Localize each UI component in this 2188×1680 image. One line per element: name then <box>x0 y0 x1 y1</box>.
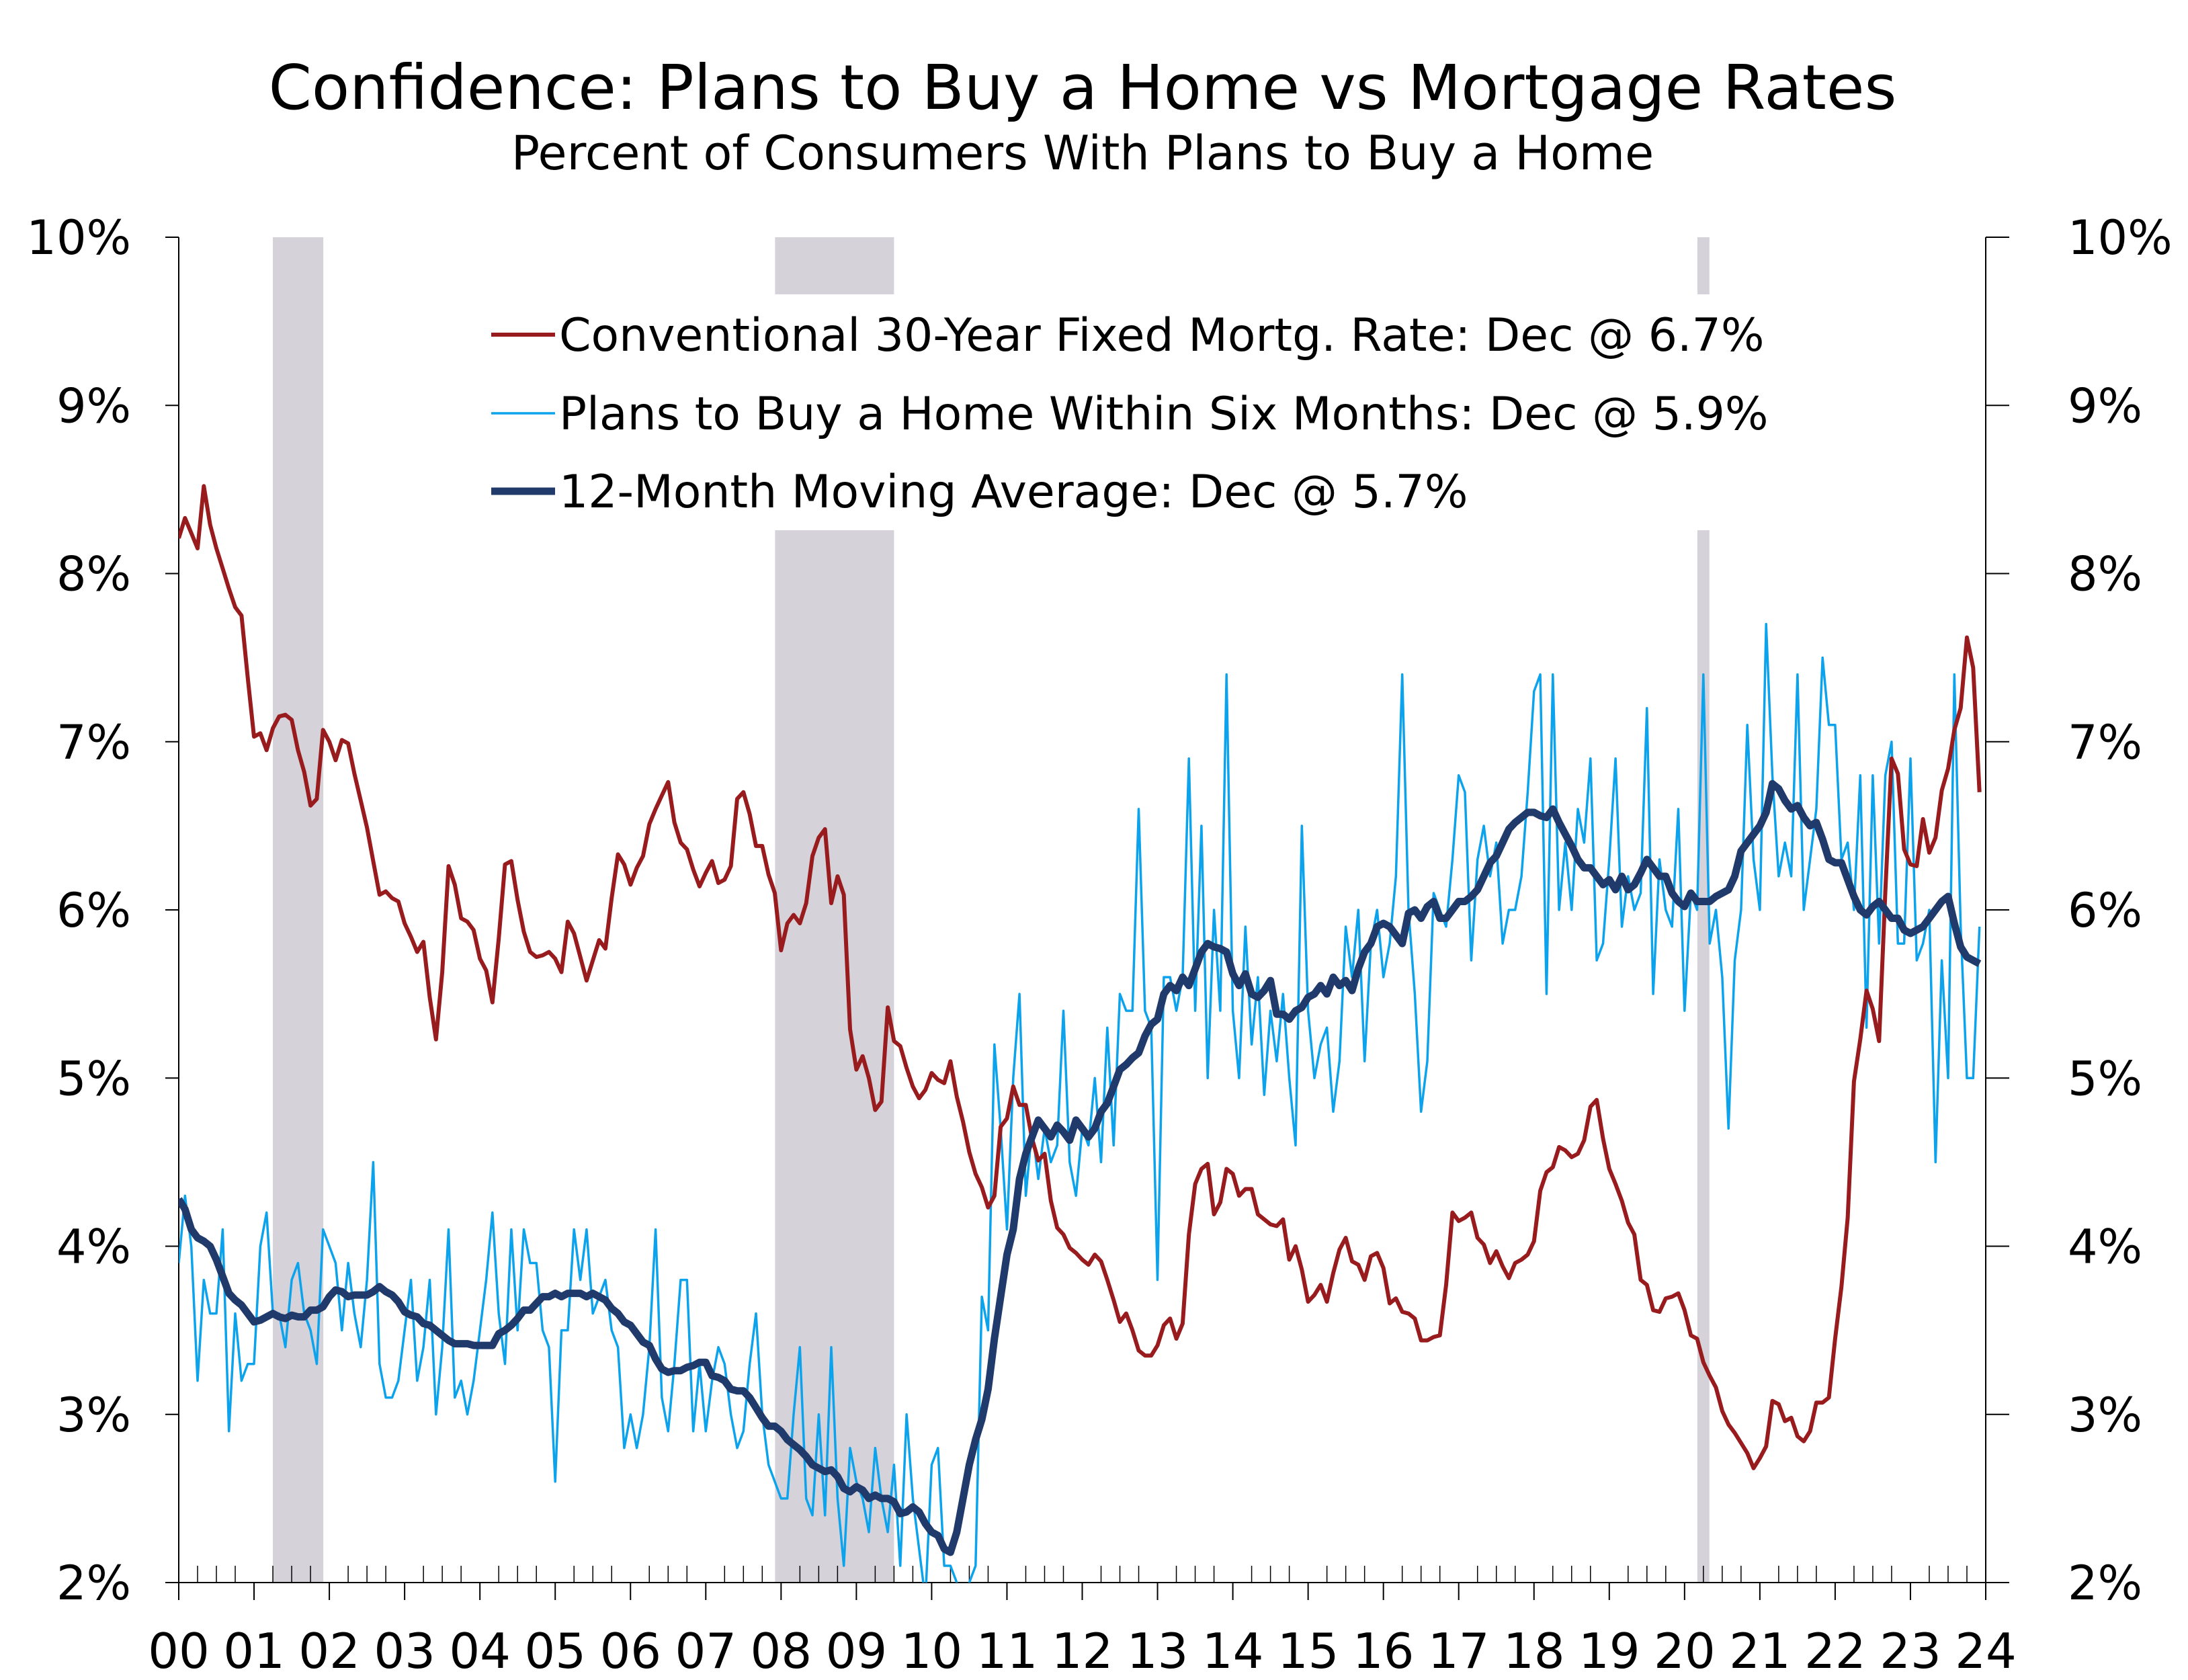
left-y-tick-label: 3% <box>56 1388 131 1443</box>
right-y-tick-label: 9% <box>2068 378 2142 433</box>
x-tick-label: 12 <box>1052 1623 1113 1679</box>
legend-label-mortgage: Conventional 30-Year Fixed Mortg. Rate: … <box>559 309 1765 362</box>
x-tick-label: 10 <box>901 1623 963 1679</box>
legend: Conventional 30-Year Fixed Mortg. Rate: … <box>491 309 1768 519</box>
mortgage-series-line <box>179 484 1982 1470</box>
right-y-tick-label: 7% <box>2068 715 2142 770</box>
x-tick-label: 02 <box>298 1623 360 1679</box>
left-y-tick-label: 5% <box>56 1051 131 1106</box>
right-y-tick-label: 2% <box>2068 1556 2142 1611</box>
x-tick-label: 18 <box>1503 1623 1565 1679</box>
left-y-tick-label: 4% <box>56 1220 131 1275</box>
x-tick-label: 11 <box>976 1623 1038 1679</box>
x-tick-label: 15 <box>1277 1623 1339 1679</box>
x-tick-label: 09 <box>826 1623 888 1679</box>
right-y-tick-label: 6% <box>2068 883 2142 938</box>
chart-title: Confidence: Plans to Buy a Home vs Mortg… <box>269 52 1897 124</box>
right-y-tick-label: 8% <box>2068 547 2142 602</box>
legend-background <box>474 294 1926 530</box>
x-tick-label: 13 <box>1127 1623 1189 1679</box>
recession-band <box>1697 237 1710 1583</box>
x-tick-label: 22 <box>1804 1623 1866 1679</box>
x-tick-label: 01 <box>223 1623 285 1679</box>
left-y-tick-label: 6% <box>56 883 131 938</box>
right-y-tick-label: 3% <box>2068 1388 2142 1443</box>
left-y-tick-label: 7% <box>56 715 131 770</box>
recession-band <box>273 237 324 1583</box>
x-tick-label: 03 <box>374 1623 435 1679</box>
legend-label-plans: Plans to Buy a Home Within Six Months: D… <box>559 388 1768 441</box>
x-tick-label: 16 <box>1353 1623 1415 1679</box>
x-tick-label: 14 <box>1202 1623 1264 1679</box>
left-y-tick-label: 10% <box>26 210 131 265</box>
chart-subtitle: Percent of Consumers With Plans to Buy a… <box>511 126 1654 181</box>
x-tick-label: 08 <box>751 1623 812 1679</box>
legend-label-ma: 12-Month Moving Average: Dec @ 5.7% <box>559 466 1468 519</box>
ma-series-line <box>179 780 1982 1556</box>
x-tick-label: 19 <box>1579 1623 1640 1679</box>
left-y-tick-label: 8% <box>56 547 131 602</box>
left-y-tick-label: 9% <box>56 378 131 433</box>
left-y-tick-label: 2% <box>56 1556 131 1611</box>
axes: 2% 2% 3% 3% 4% 4% 5% 5% 6% 6% 7% 7% 8% 8% 9% 9% 10% 10% 00… <box>26 210 2172 1679</box>
x-tick-label: 00 <box>148 1623 210 1679</box>
x-tick-label: 21 <box>1729 1623 1791 1679</box>
series-lines <box>179 484 1982 1583</box>
x-tick-label: 24 <box>1955 1623 2017 1679</box>
plans-series-line <box>179 622 1981 1583</box>
x-tick-label: 05 <box>524 1623 586 1679</box>
x-tick-label: 20 <box>1654 1623 1716 1679</box>
x-tick-label: 04 <box>449 1623 511 1679</box>
x-tick-label: 07 <box>675 1623 737 1679</box>
right-y-tick-label: 4% <box>2068 1220 2142 1275</box>
x-tick-label: 23 <box>1880 1623 1941 1679</box>
x-tick-label: 17 <box>1428 1623 1490 1679</box>
x-tick-label: 06 <box>599 1623 661 1679</box>
right-y-tick-label: 5% <box>2068 1051 2142 1106</box>
right-y-tick-label: 10% <box>2068 210 2173 265</box>
